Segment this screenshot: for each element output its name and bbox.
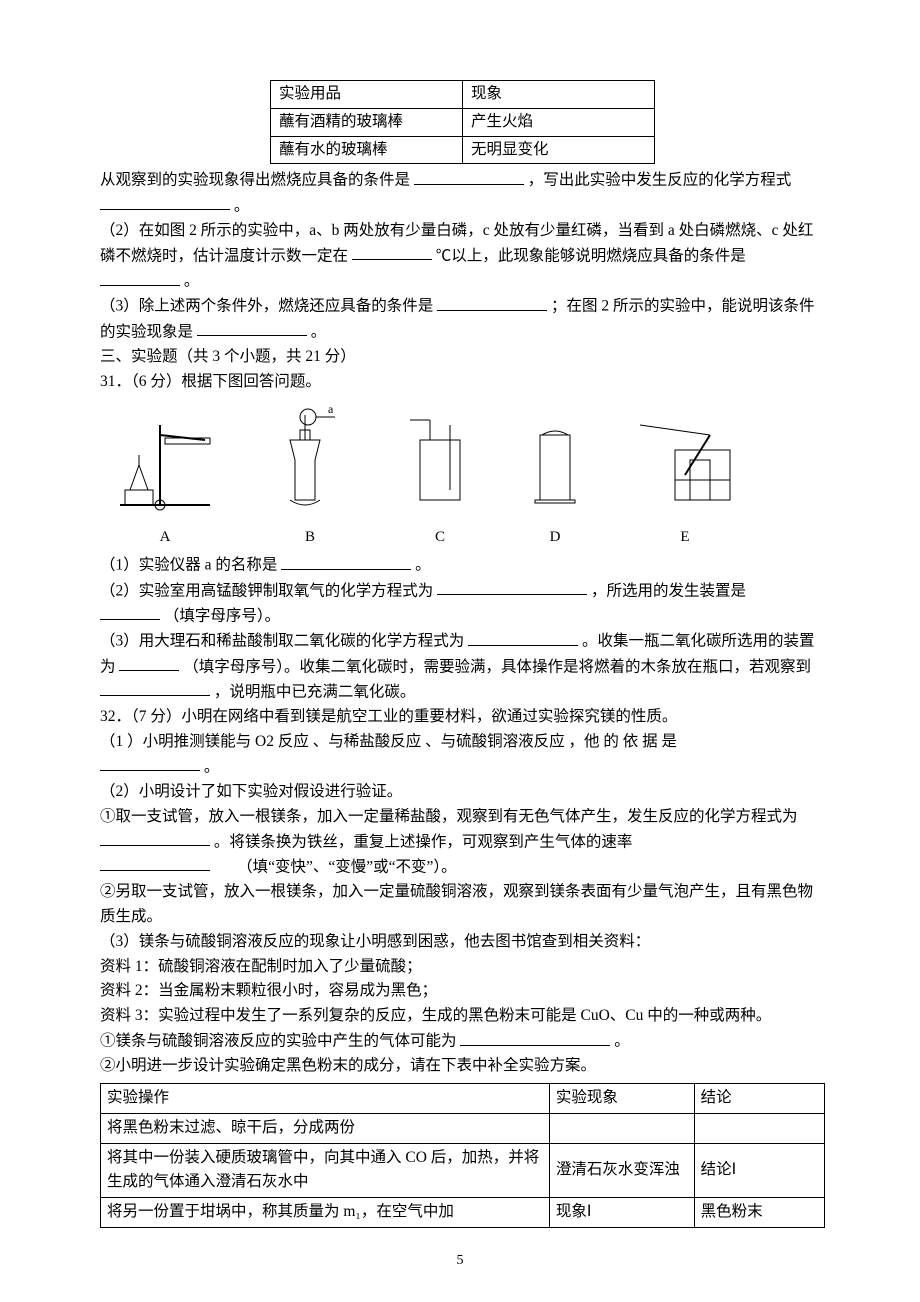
blank (414, 168, 524, 185)
text: 。 (234, 197, 250, 214)
section-heading: 三、实验题（共 3 个小题，共 21 分） (100, 345, 825, 370)
text: ①取一支试管，放入一根镁条，加入一定量稀盐酸，观察到有无色气体产生，发生反应的化… (100, 808, 798, 825)
text: （1 ）小明推测镁能与 O2 反应 、与稀盐酸反应 、与硫酸铜溶液反应 ，他 的… (100, 733, 677, 750)
blank (100, 755, 200, 772)
td (549, 1113, 694, 1143)
th: 实验操作 (101, 1084, 550, 1114)
td (694, 1113, 824, 1143)
cell: 实验用品 (271, 81, 463, 109)
apparatus-e-icon (630, 405, 740, 515)
text: ，所选用的发生装置是 (591, 582, 746, 599)
fig-label: E (630, 525, 740, 549)
blank (100, 855, 210, 872)
blank (437, 579, 587, 596)
text: （填字母序号）。收集二氧化碳时，需要验满，具体操作是将燃着的木条放在瓶口，若观察… (183, 658, 811, 675)
text: ，写出此实验中发生反应的化学方程式 (528, 172, 792, 189)
td: 将其中一份装入硬质玻璃管中，向其中通入 CO 后，加热，并将生成的气体通入澄清石… (101, 1143, 550, 1198)
td: 将黑色粉末过滤、晾干后，分成两份 (101, 1113, 550, 1143)
blank (281, 553, 411, 570)
blank (100, 194, 230, 211)
text: 。 (614, 1033, 630, 1050)
blank (437, 294, 547, 311)
text: （2）实验室用高锰酸钾制取氧气的化学方程式为 (100, 582, 433, 599)
th: 实验现象 (549, 1084, 694, 1114)
cell: 蘸有酒精的玻璃棒 (271, 108, 463, 136)
fig-label: D (520, 525, 590, 549)
th: 结论 (694, 1084, 824, 1114)
td: 将另一份置于坩埚中，称其质量为 m₁，在空气中加 (101, 1198, 550, 1228)
blank (197, 320, 307, 337)
text: 。 (184, 273, 200, 290)
text: 。 (204, 758, 220, 775)
cell: 产生火焰 (463, 108, 655, 136)
fig-label: C (400, 525, 480, 549)
text: 资料 2：当金属粉末颗粒很小时，容易成为黑色； (100, 979, 825, 1004)
cell: 现象 (463, 81, 655, 109)
svg-text:a: a (328, 405, 334, 416)
text: 。 (311, 323, 327, 340)
text: ①镁条与硫酸铜溶液反应的实验中产生的气体可能为 (100, 1033, 457, 1050)
td: 现象Ⅰ (549, 1198, 694, 1228)
apparatus-d-icon (520, 405, 590, 515)
blank (352, 244, 432, 261)
text: （填“变快”、“变慢”或“不变”）。 (237, 858, 457, 875)
experiment-table: 实验操作 实验现象 结论 将黑色粉末过滤、晾干后，分成两份 将其中一份装入硬质玻… (100, 1083, 825, 1228)
blank (100, 680, 210, 697)
text: 资料 3：实验过程中发生了一系列复杂的反应，生成的黑色粉末可能是 CuO、Cu … (100, 1004, 825, 1029)
text: ②小明进一步设计实验确定黑色粉末的成分，请在下表中补全实验方案。 (100, 1054, 825, 1079)
apparatus-c-icon (400, 405, 480, 515)
text: （2）小明设计了如下实验对假设进行验证。 (100, 780, 825, 805)
blank (100, 604, 160, 621)
question-head: 31．（6 分）根据下图回答问题。 (100, 370, 825, 395)
text: 资料 1：硫酸铜溶液在配制时加入了少量硫酸； (100, 955, 825, 980)
text: ℃以上，此现象能够说明燃烧应具备的条件是 (436, 247, 746, 264)
text: 。将镁条换为铁丝，重复上述操作，可观察到产生气体的速率 (214, 833, 633, 850)
page-number: 5 (0, 1250, 920, 1272)
materials-table: 实验用品 现象 蘸有酒精的玻璃棒 产生火焰 蘸有水的玻璃棒 无明显变化 (270, 80, 655, 164)
cell: 蘸有水的玻璃棒 (271, 136, 463, 164)
text: （1）实验仪器 a 的名称是 (100, 557, 277, 574)
text: 。 (415, 557, 431, 574)
text: 从观察到的实验现象得出燃烧应具备的条件是 (100, 172, 410, 189)
blank (460, 1029, 610, 1046)
text: （3）镁条与硫酸铜溶液反应的现象让小明感到困惑，他去图书馆查到相关资料： (100, 930, 825, 955)
td: 澄清石灰水变浑浊 (549, 1143, 694, 1198)
apparatus-a-icon (110, 405, 220, 515)
fig-label: A (110, 525, 220, 549)
td: 黑色粉末 (694, 1198, 824, 1228)
text: （3）用大理石和稀盐酸制取二氧化碳的化学方程式为 (100, 633, 464, 650)
text: ，说明瓶中已充满二氧化碳。 (214, 683, 416, 700)
apparatus-b-icon: a (260, 405, 360, 515)
blank (468, 629, 578, 646)
blank (119, 655, 179, 672)
text: （填字母序号）。 (164, 607, 280, 624)
blank (100, 830, 210, 847)
text: ②另取一支试管，放入一根镁条，加入一定量硫酸铜溶液，观察到镁条表面有少量气泡产生… (100, 880, 825, 930)
blank (100, 269, 180, 286)
cell: 无明显变化 (463, 136, 655, 164)
fig-label: B (260, 525, 360, 549)
apparatus-figure: A a B C (110, 405, 825, 550)
question-head: 32．（7 分）小明在网络中看到镁是航空工业的重要材料，欲通过实验探究镁的性质。 (100, 705, 825, 730)
td: 结论Ⅰ (694, 1143, 824, 1198)
text: （3）除上述两个条件外，燃烧还应具备的条件是 (100, 298, 433, 315)
